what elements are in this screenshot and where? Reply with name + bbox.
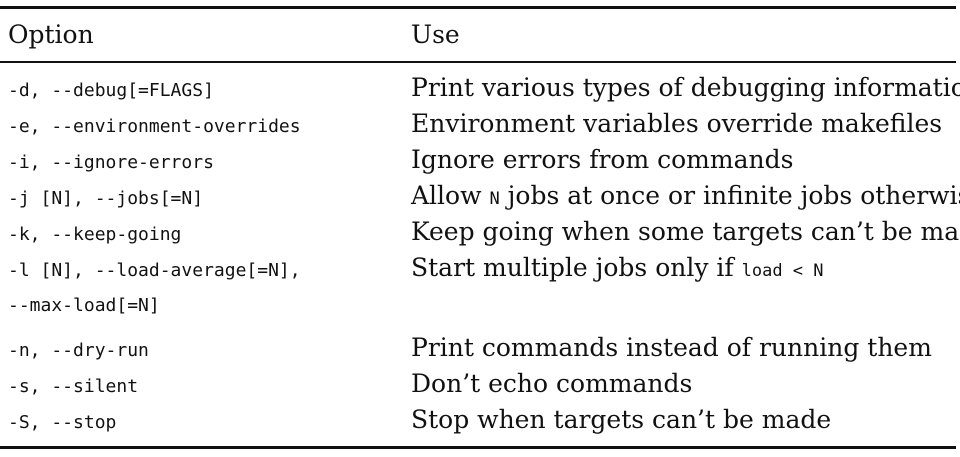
option-keep-going: -k, --keep-going [8, 224, 182, 245]
use-stop: Stop when targets can’t be made [411, 405, 832, 434]
header-rule [0, 61, 956, 63]
use-debug: Print various types of debugging informa… [411, 73, 960, 102]
use-load-average-prefix: Start multiple jobs only if [411, 253, 742, 282]
option-silent: -s, --silent [8, 376, 139, 397]
use-silent: Don’t echo commands [411, 369, 693, 398]
header-option: Option [8, 20, 94, 49]
use-ignore-errors: Ignore errors from commands [411, 145, 794, 174]
option-debug: -d, --debug[=FLAGS] [8, 80, 214, 101]
use-keep-going: Keep going when some targets can’t be ma… [411, 217, 960, 246]
use-load-average-code: load < N [741, 261, 824, 281]
use-load-average: Start multiple jobs only if load < N [411, 253, 824, 286]
use-jobs-prefix: Allow [411, 181, 490, 210]
option-jobs: -j [N], --jobs[=N] [8, 188, 204, 209]
header-use: Use [411, 20, 460, 49]
top-rule [0, 6, 956, 9]
option-load-average: -l [N], --load-average[=N], [8, 260, 301, 281]
use-dry-run: Print commands instead of running them [411, 333, 932, 362]
option-max-load: --max-load[=N] [8, 295, 160, 316]
bottom-rule [0, 446, 956, 449]
use-jobs-suffix: jobs at once or infinite jobs otherwise [499, 181, 960, 210]
option-stop: -S, --stop [8, 412, 117, 433]
option-environment-overrides: -e, --environment-overrides [8, 116, 301, 137]
use-environment-overrides: Environment variables override makefiles [411, 109, 943, 138]
option-ignore-errors: -i, --ignore-errors [8, 152, 214, 173]
use-jobs-code: N [489, 189, 500, 209]
use-jobs: Allow N jobs at once or infinite jobs ot… [411, 181, 960, 214]
option-dry-run: -n, --dry-run [8, 340, 149, 361]
